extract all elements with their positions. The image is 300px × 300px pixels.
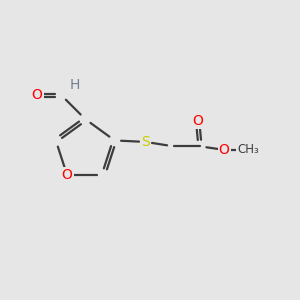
Text: O: O: [32, 88, 43, 102]
Text: O: O: [192, 114, 203, 128]
Text: O: O: [219, 143, 230, 157]
Text: H: H: [69, 78, 80, 92]
Text: CH₃: CH₃: [237, 143, 259, 156]
Text: S: S: [141, 135, 150, 149]
Text: O: O: [61, 168, 73, 182]
